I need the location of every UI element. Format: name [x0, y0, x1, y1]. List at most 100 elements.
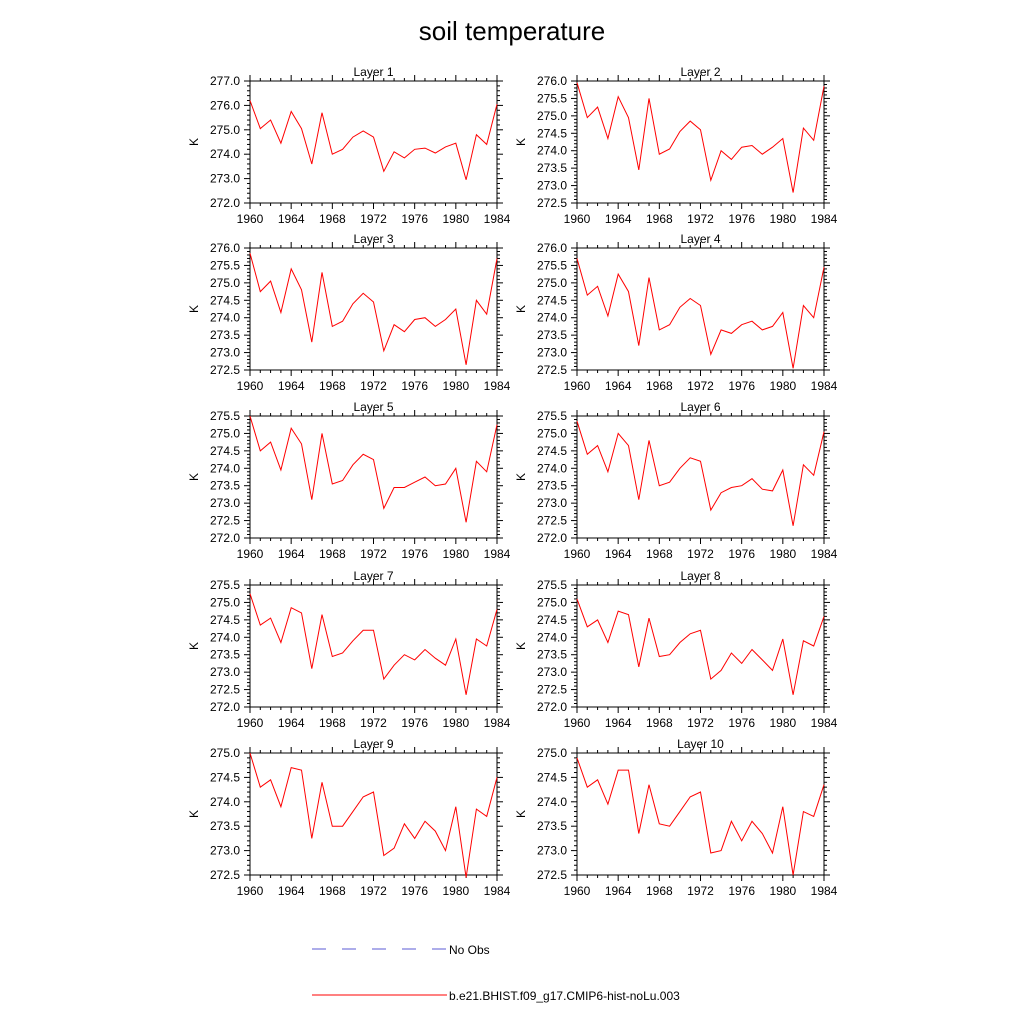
layer-3-x-tick-label: 1984 — [484, 379, 511, 393]
layer-2-y-axis-label: K — [514, 138, 528, 146]
layer-2-y-tick-label: 273.5 — [537, 161, 567, 175]
layer-7-x-tick-label: 1960 — [237, 716, 264, 730]
layer-7-y-tick-label: 274.0 — [210, 630, 240, 644]
layer-10-x-tick-label: 1984 — [811, 884, 838, 898]
layer-9-y-tick-label: 274.0 — [210, 795, 240, 809]
layer-7-y-tick-label: 273.0 — [210, 665, 240, 679]
panel-layer-7: Layer 7 K 1960 1964 1968 1972 1976 1980 1984 272.… — [187, 569, 511, 730]
layer-2-y-tick-label: 273.0 — [537, 179, 567, 193]
layer-3-y-tick-label: 273.5 — [210, 328, 240, 342]
layer-8-y-tick-label: 274.0 — [537, 630, 567, 644]
legend: No Obs b.e21.BHIST.f09_g17.CMIP6-hist-no… — [312, 943, 680, 1003]
layer-5-y-tick-label: 274.0 — [210, 461, 240, 475]
layer-10-y-tick-label: 273.0 — [537, 844, 567, 858]
layer-7-x-tick-label: 1972 — [360, 716, 387, 730]
layer-4-plot-frame — [576, 247, 825, 371]
layer-6-y-tick-label: 274.5 — [537, 444, 567, 458]
layer-8-y-tick-label: 272.5 — [537, 683, 567, 697]
layer-1-x-tick-label: 1964 — [278, 212, 305, 226]
layer-3-x-tick-label: 1960 — [237, 379, 264, 393]
layer-3-y-axis-label: K — [187, 305, 201, 313]
layer-7-y-axis-label: K — [187, 642, 201, 650]
layer-9-x-tick-label: 1976 — [401, 884, 428, 898]
layer-4-y-axis-label: K — [514, 305, 528, 313]
layer-8-title: Layer 8 — [680, 569, 720, 583]
layer-1-y-tick-label: 277.0 — [210, 74, 240, 88]
layer-9-x-tick-label: 1980 — [442, 884, 469, 898]
layer-7-plot-frame — [249, 584, 498, 708]
layer-10-x-tick-label: 1980 — [769, 884, 796, 898]
layer-3-x-tick-label: 1980 — [442, 379, 469, 393]
layer-2-x-tick-label: 1980 — [769, 212, 796, 226]
layer-2-series-line — [576, 82, 825, 193]
layer-6-y-tick-label: 275.5 — [537, 409, 567, 423]
layer-10-y-axis-label: K — [514, 810, 528, 818]
layer-4-y-tick-label: 273.5 — [537, 328, 567, 342]
layer-1-y-tick-label: 275.0 — [210, 123, 240, 137]
layer-5-y-axis-label: K — [187, 473, 201, 481]
layer-7-x-tick-label: 1968 — [319, 716, 346, 730]
layer-7-y-tick-label: 272.5 — [210, 683, 240, 697]
layer-7-y-tick-label: 274.5 — [210, 613, 240, 627]
layer-10-x-tick-label: 1960 — [564, 884, 591, 898]
layer-1-x-tick-label: 1984 — [484, 212, 511, 226]
layer-2-y-tick-label: 275.0 — [537, 109, 567, 123]
layer-5-x-tick-label: 1960 — [237, 547, 264, 561]
layer-1-y-tick-label: 276.0 — [210, 98, 240, 112]
layer-2-y-tick-label: 274.0 — [537, 144, 567, 158]
layer-2-x-tick-label: 1964 — [605, 212, 632, 226]
layer-3-x-tick-label: 1964 — [278, 379, 305, 393]
layer-5-x-tick-label: 1972 — [360, 547, 387, 561]
layer-6-x-tick-label: 1964 — [605, 547, 632, 561]
layer-8-x-tick-label: 1980 — [769, 716, 796, 730]
layer-8-x-tick-label: 1972 — [687, 716, 714, 730]
layer-4-x-tick-label: 1984 — [811, 379, 838, 393]
layer-7-y-tick-label: 275.0 — [210, 595, 240, 609]
layer-6-y-tick-label: 273.0 — [537, 496, 567, 510]
layer-6-y-axis-label: K — [514, 473, 528, 481]
layer-8-y-tick-label: 273.5 — [537, 648, 567, 662]
layer-2-x-tick-label: 1960 — [564, 212, 591, 226]
layer-10-y-tick-label: 274.5 — [537, 770, 567, 784]
layer-5-x-tick-label: 1980 — [442, 547, 469, 561]
layer-2-x-tick-label: 1976 — [728, 212, 755, 226]
layer-5-title: Layer 5 — [353, 400, 393, 414]
panel-layer-10: Layer 10 K 1960 1964 1968 1972 1976 1980 1984 272… — [514, 737, 838, 898]
layer-7-x-tick-label: 1980 — [442, 716, 469, 730]
layer-5-x-tick-label: 1964 — [278, 547, 305, 561]
layer-8-x-tick-label: 1964 — [605, 716, 632, 730]
layer-4-x-tick-label: 1968 — [646, 379, 673, 393]
layer-2-x-tick-label: 1972 — [687, 212, 714, 226]
layer-8-x-tick-label: 1984 — [811, 716, 838, 730]
layer-10-y-tick-label: 275.0 — [537, 746, 567, 760]
layer-10-title: Layer 10 — [677, 737, 724, 751]
layer-3-y-tick-label: 273.0 — [210, 346, 240, 360]
layer-4-y-tick-label: 275.5 — [537, 258, 567, 272]
layer-3-x-tick-label: 1976 — [401, 379, 428, 393]
layer-7-series-line — [249, 593, 498, 695]
layer-2-y-tick-label: 274.5 — [537, 126, 567, 140]
panel-layer-9: Layer 9 K 1960 1964 1968 1972 1976 1980 1984 272.… — [187, 737, 511, 898]
layer-10-x-tick-label: 1964 — [605, 884, 632, 898]
layer-6-y-tick-label: 275.0 — [537, 426, 567, 440]
layer-5-y-tick-label: 275.0 — [210, 426, 240, 440]
layer-9-y-tick-label: 275.0 — [210, 746, 240, 760]
layer-9-y-tick-label: 274.5 — [210, 770, 240, 784]
layer-5-series-line — [249, 415, 498, 523]
layer-8-y-tick-label: 275.5 — [537, 578, 567, 592]
layer-3-plot-frame — [249, 247, 498, 371]
layer-4-y-tick-label: 276.0 — [537, 241, 567, 255]
layer-6-title: Layer 6 — [680, 400, 720, 414]
layer-4-y-tick-label: 273.0 — [537, 346, 567, 360]
layer-8-y-tick-label: 275.0 — [537, 595, 567, 609]
layer-1-title: Layer 1 — [353, 65, 393, 79]
layer-8-y-axis-label: K — [514, 642, 528, 650]
layer-4-title: Layer 4 — [680, 232, 720, 246]
layer-6-y-tick-label: 272.0 — [537, 531, 567, 545]
layer-9-y-tick-label: 273.5 — [210, 819, 240, 833]
layer-6-x-tick-label: 1968 — [646, 547, 673, 561]
layer-4-x-tick-label: 1972 — [687, 379, 714, 393]
layer-4-y-tick-label: 275.0 — [537, 276, 567, 290]
layer-7-y-tick-label: 272.0 — [210, 700, 240, 714]
